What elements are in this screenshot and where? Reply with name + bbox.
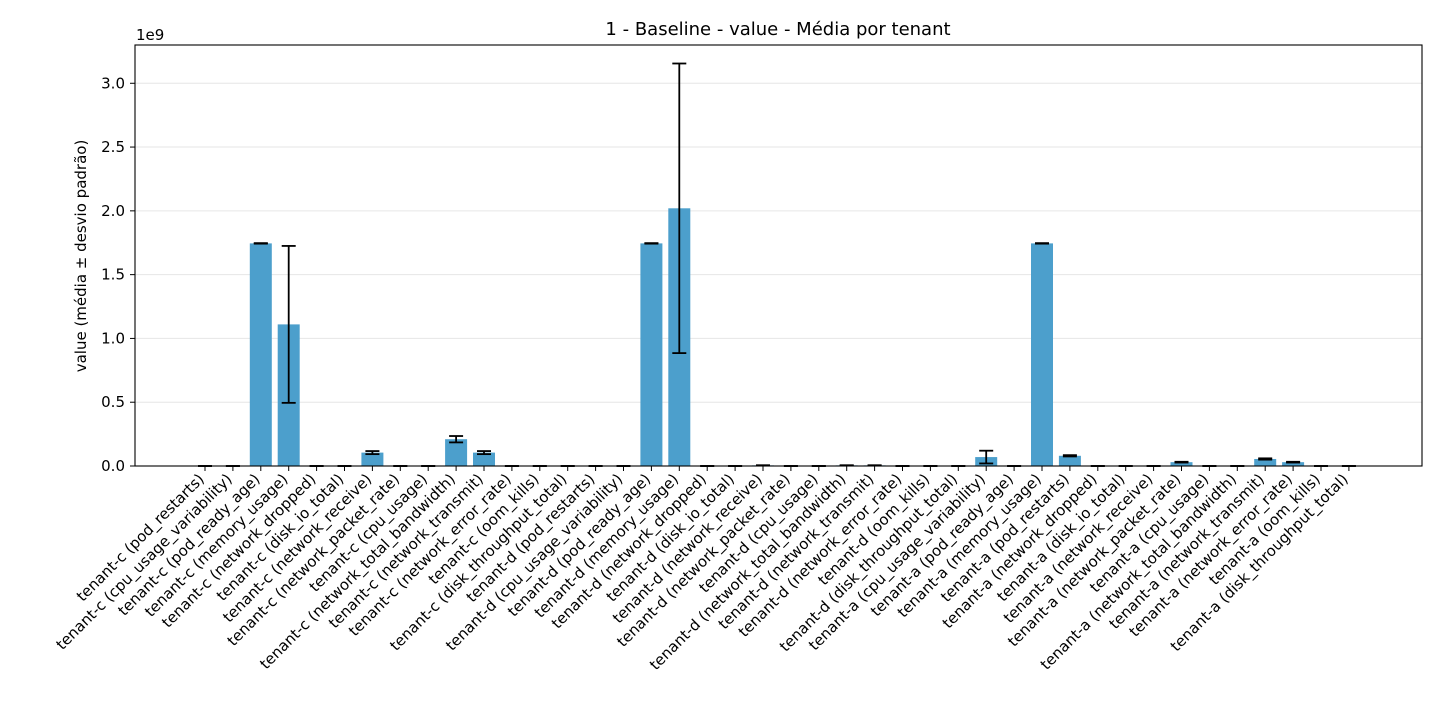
bar [640, 243, 662, 466]
error-bar [1063, 455, 1077, 456]
error-bar [1175, 462, 1189, 463]
y-tick-label: 0.5 [101, 393, 125, 411]
y-tick-label: 3.0 [101, 74, 125, 92]
bar [250, 243, 272, 466]
bar [1031, 243, 1053, 466]
error-bar [254, 243, 268, 244]
y-tick-label: 1.5 [101, 266, 125, 284]
grid-lines [135, 83, 1422, 466]
error-bar [1035, 243, 1049, 244]
error-bar [1258, 458, 1272, 459]
y-axis-offset-label: 1e9 [136, 26, 164, 44]
plot-area [135, 45, 1422, 466]
y-axis-ticks: 0.0 0.5 1.0 1.5 2.0 2.5 3.0 [101, 74, 135, 475]
error-bar [1286, 462, 1300, 463]
y-tick-label: 2.0 [101, 202, 125, 220]
y-tick-label: 0.0 [101, 457, 125, 475]
bars [250, 208, 1304, 466]
x-axis-ticks: tenant-c (pod_restarts)tenant-c (cpu_usa… [52, 466, 1352, 674]
error-bar [644, 243, 658, 244]
y-tick-label: 1.0 [101, 329, 125, 347]
y-tick-label: 2.5 [101, 138, 125, 156]
chart-title: 1 - Baseline - value - Média por tenant [605, 19, 950, 40]
error-bars [198, 63, 1356, 466]
y-axis-label: value (média ± desvio padrão) [72, 140, 90, 373]
